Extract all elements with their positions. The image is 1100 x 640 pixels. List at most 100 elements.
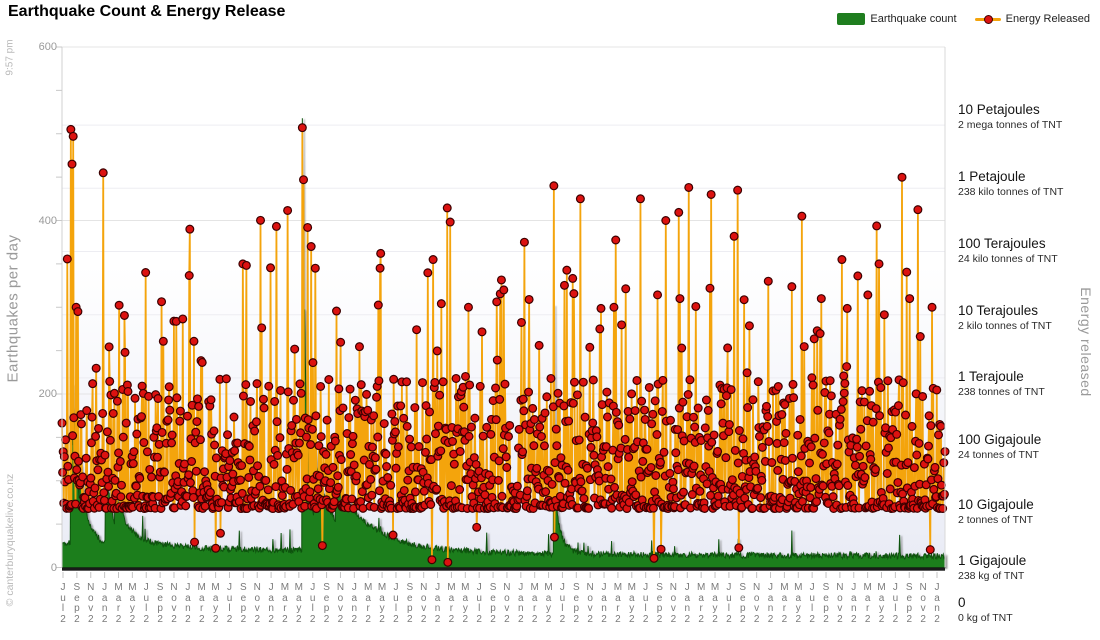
tnt-equivalent-label: 2 mega tonnes of TNT bbox=[958, 118, 1063, 131]
earthquake-count-swatch bbox=[837, 13, 866, 25]
x-axis-label: S e p 2 bbox=[822, 582, 830, 625]
right-axis-title: Energy released bbox=[1078, 287, 1094, 397]
energy-level-label: 0 bbox=[958, 595, 966, 610]
time-watermark: 9:57 pm bbox=[4, 39, 16, 76]
x-axis-label: N o v 2 bbox=[753, 582, 761, 625]
left-axis-tick-label: 600 bbox=[38, 41, 57, 53]
right-axis-label: 1 Gigajoule 238 kg of TNT bbox=[958, 553, 1026, 583]
x-axis-label: J u l 2 bbox=[809, 582, 815, 625]
x-axis-label: N o v 2 bbox=[420, 582, 428, 625]
x-axis-label: J a n 2 bbox=[934, 582, 940, 625]
x-axis-label: M a y 2 bbox=[794, 582, 803, 625]
x-axis-label: N o v 2 bbox=[170, 582, 178, 625]
x-axis-label: S e p 2 bbox=[73, 582, 81, 625]
left-axis-tick-label: 200 bbox=[38, 388, 57, 400]
x-axis-label: J u l 2 bbox=[559, 582, 566, 625]
right-axis-label: 10 Terajoules 2 kilo tonnes of TNT bbox=[958, 303, 1052, 333]
energy-released-swatch bbox=[974, 13, 1001, 25]
x-axis-label: J a n 2 bbox=[268, 582, 274, 625]
x-axis-label: M a r 2 bbox=[696, 582, 706, 625]
x-axis-label: N o v 2 bbox=[919, 582, 927, 625]
x-axis-label: M a r 2 bbox=[280, 582, 290, 625]
x-axis-label: J u l 2 bbox=[226, 582, 233, 625]
earthquake-count-series bbox=[61, 118, 946, 568]
x-axis-label: M a r 2 bbox=[863, 582, 872, 625]
tnt-equivalent-label: 238 tonnes of TNT bbox=[958, 385, 1045, 398]
x-axis-label: N o v 2 bbox=[253, 582, 261, 625]
energy-level-label: 10 Gigajoule bbox=[958, 497, 1034, 512]
energy-level-label: 1 Petajoule bbox=[958, 169, 1026, 184]
legend-label: Earthquake count bbox=[870, 13, 957, 25]
tnt-equivalent-label: 238 kilo tonnes of TNT bbox=[958, 185, 1064, 198]
x-axis-label: J a n 2 bbox=[850, 582, 857, 625]
energy-level-label: 100 Terajoules bbox=[958, 236, 1046, 251]
right-axis-label: 1 Petajoule 238 kilo tonnes of TNT bbox=[958, 169, 1063, 199]
x-axis-label: S e p 2 bbox=[739, 582, 747, 625]
x-axis-label: M a y 2 bbox=[211, 582, 220, 625]
x-axis-label: M a r 2 bbox=[780, 582, 789, 625]
x-axis-label: S e p 2 bbox=[240, 582, 247, 625]
x-axis-label: J u l 2 bbox=[476, 582, 482, 625]
x-axis-label: N o v 2 bbox=[836, 582, 844, 625]
x-axis-label: M a r 2 bbox=[613, 582, 623, 625]
x-axis-label: M a r 2 bbox=[364, 582, 373, 625]
x-axis-label: S e p 2 bbox=[489, 582, 497, 625]
x-axis-label: J u l 2 bbox=[642, 582, 649, 625]
x-axis-label: J a n 2 bbox=[767, 582, 774, 625]
legend-item-energy-released[interactable]: Energy Released bbox=[974, 13, 1090, 25]
right-axis-label: 10 Gigajoule 2 tonnes of TNT bbox=[958, 497, 1034, 527]
x-axis-label: J a n 2 bbox=[101, 582, 108, 625]
energy-level-label: 10 Petajoules bbox=[958, 102, 1040, 117]
x-axis-label: J a n 2 bbox=[185, 582, 191, 625]
energy-level-label: 10 Terajoules bbox=[958, 303, 1039, 318]
left-axis-tick-label: 0 bbox=[50, 561, 57, 574]
axis-lines bbox=[56, 46, 946, 578]
x-axis-label: M a y 2 bbox=[294, 582, 303, 625]
x-axis-label: M a r 2 bbox=[197, 582, 206, 625]
x-axis-label: J u l 2 bbox=[726, 582, 732, 625]
site-watermark: © canterburyquakelive.co.nz bbox=[4, 473, 16, 607]
x-axis-label: M a y 2 bbox=[877, 582, 886, 625]
energy-released-markers bbox=[57, 123, 950, 567]
tnt-equivalent-label: 2 tonnes of TNT bbox=[958, 513, 1034, 526]
x-axis-label: M a r 2 bbox=[530, 582, 539, 625]
x-axis-label: S e p 2 bbox=[572, 582, 580, 625]
right-axis-label: 10 Petajoules 2 mega tonnes of TNT bbox=[958, 102, 1062, 132]
x-axis-label: M a y 2 bbox=[627, 582, 636, 625]
x-axis-label: J a n 2 bbox=[351, 582, 358, 625]
tnt-equivalent-label: 0 kg of TNT bbox=[958, 611, 1013, 624]
x-axis-label: M a y 2 bbox=[544, 582, 553, 625]
x-axis-label: M a y 2 bbox=[377, 582, 387, 625]
x-axis-label: M a y 2 bbox=[128, 582, 137, 625]
x-axis-label: N o v 2 bbox=[336, 582, 345, 625]
x-axis-label: M a y 2 bbox=[461, 582, 470, 625]
left-axis-tick-label: 400 bbox=[38, 214, 57, 227]
x-axis-label: N o v 2 bbox=[87, 582, 95, 625]
x-axis-label: J u l 2 bbox=[892, 582, 899, 625]
right-axis-label: 100 Gigajoule 24 tonnes of TNT bbox=[958, 432, 1041, 462]
chart-legend: Earthquake count Energy Released bbox=[837, 13, 1090, 25]
x-axis-label: N o v 2 bbox=[503, 582, 511, 625]
right-axis-label: 1 Terajoule 238 tonnes of TNT bbox=[958, 369, 1045, 399]
tnt-equivalent-label: 2 kilo tonnes of TNT bbox=[958, 319, 1052, 332]
left-axis-title: Earthquakes per day bbox=[4, 234, 22, 383]
page-title: Earthquake Count & Energy Release bbox=[8, 3, 286, 20]
x-axis-label: J u l 2 bbox=[60, 582, 66, 625]
x-axis-label: M a r 2 bbox=[114, 582, 123, 625]
legend-label: Energy Released bbox=[1005, 13, 1090, 25]
x-axis-label: J a n 2 bbox=[434, 582, 441, 625]
tnt-equivalent-label: 238 kg of TNT bbox=[958, 569, 1025, 582]
x-axis-label: J u l 2 bbox=[143, 582, 150, 625]
x-axis-label: J a n 2 bbox=[601, 582, 607, 625]
tnt-equivalent-label: 24 kilo tonnes of TNT bbox=[958, 252, 1058, 265]
energy-level-label: 1 Gigajoule bbox=[958, 553, 1027, 568]
x-axis-label: J u l 2 bbox=[309, 582, 316, 625]
right-axis-label: 0 0 kg of TNT bbox=[958, 595, 1013, 625]
x-axis-label: J a n 2 bbox=[518, 582, 524, 625]
legend-item-earthquake-count[interactable]: Earthquake count bbox=[837, 13, 957, 25]
legend-dot-icon bbox=[983, 15, 993, 24]
x-axis-label: J u l 2 bbox=[393, 582, 399, 625]
x-axis-label: J a n 2 bbox=[684, 582, 691, 625]
